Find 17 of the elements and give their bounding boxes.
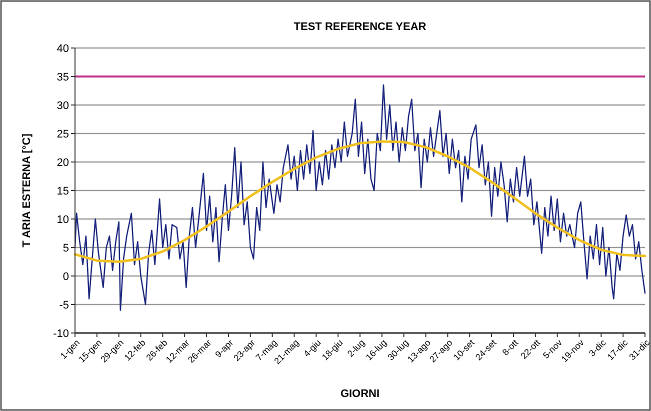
x-axis-title: GIORNI (340, 388, 380, 400)
y-tick-label: 0 (62, 270, 69, 283)
chart-title: TEST REFERENCE YEAR (294, 21, 426, 33)
line-series (74, 140, 646, 263)
y-tick-label: 40 (56, 42, 69, 55)
y-tick-label: 5 (62, 242, 69, 254)
y-tick-label: -10 (53, 328, 69, 340)
y-tick-label: 35 (56, 71, 69, 84)
y-tick-label: 25 (56, 128, 69, 140)
y-axis-title: T ARIA ESTERNA [°C] (21, 133, 33, 248)
y-tick-label: 15 (56, 185, 69, 198)
y-tick-label: -5 (59, 299, 69, 312)
y-tick-label: 10 (56, 214, 69, 226)
line-series (74, 84, 646, 311)
x-tick-label: 8-ott (500, 337, 520, 358)
y-tick-label: 20 (56, 156, 69, 169)
y-tick-label: 30 (56, 100, 69, 112)
